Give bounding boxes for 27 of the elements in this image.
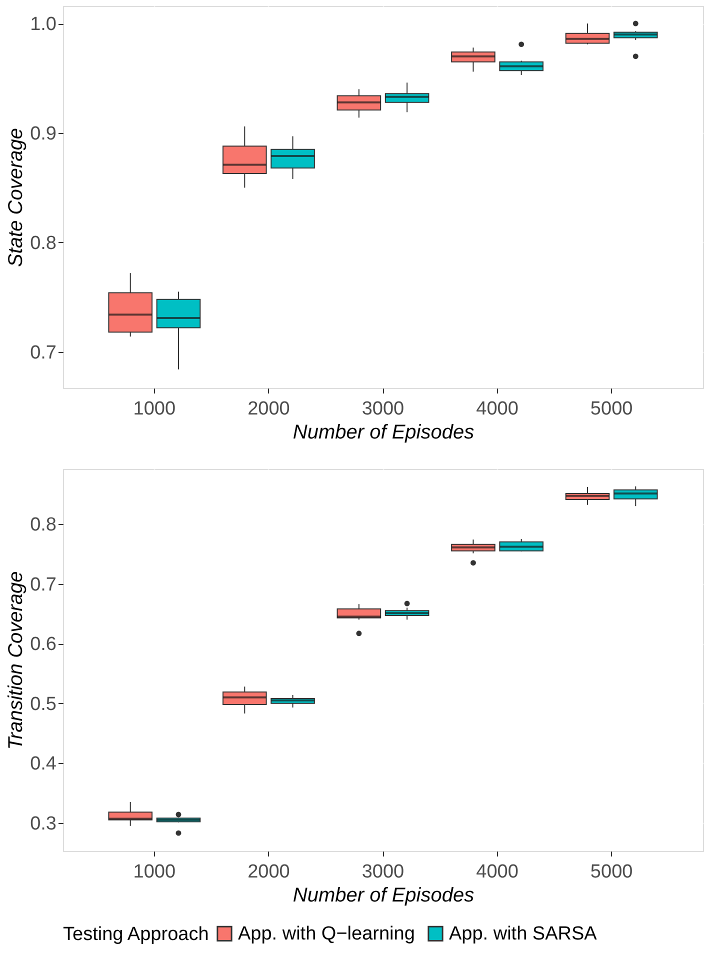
y-axis-title: Transition Coverage	[5, 571, 28, 750]
y-tick-label: 0.4	[30, 754, 57, 775]
y-tick-label: 1.0	[30, 14, 56, 36]
x-tick-label: 3000	[362, 398, 404, 420]
x-tick-label: 3000	[362, 862, 404, 882]
y-axis-title: State Coverage	[5, 128, 28, 267]
y-tick-label: 0.8	[30, 232, 56, 254]
x-tick-label: 2000	[248, 398, 290, 420]
x-tick-label: 4000	[476, 398, 518, 420]
y-tick-label: 0.8	[30, 514, 56, 536]
y-tick-label: 0.9	[30, 123, 56, 144]
y-tick-label: 0.6	[30, 634, 56, 656]
x-tick-label: 1000	[133, 398, 176, 420]
x-tick-label: 2000	[248, 862, 290, 882]
y-tick-label: 0.7	[30, 342, 56, 364]
y-tick-label: 0.3	[30, 813, 56, 834]
x-tick-label: 5000	[590, 398, 633, 420]
x-tick-label: 4000	[476, 862, 518, 882]
x-tick-label: 5000	[590, 862, 633, 882]
legend-title: Testing Approach	[63, 924, 209, 945]
x-axis-title: Number of Episodes	[292, 884, 474, 906]
y-tick-label: 0.7	[30, 574, 56, 596]
x-tick-label: 1000	[133, 862, 176, 882]
legend-label: App. with SARSA	[449, 924, 598, 945]
legend-label: App. with Q−learning	[238, 924, 415, 945]
y-tick-label: 0.5	[30, 694, 56, 715]
x-axis-title: Number of Episodes	[292, 422, 474, 444]
